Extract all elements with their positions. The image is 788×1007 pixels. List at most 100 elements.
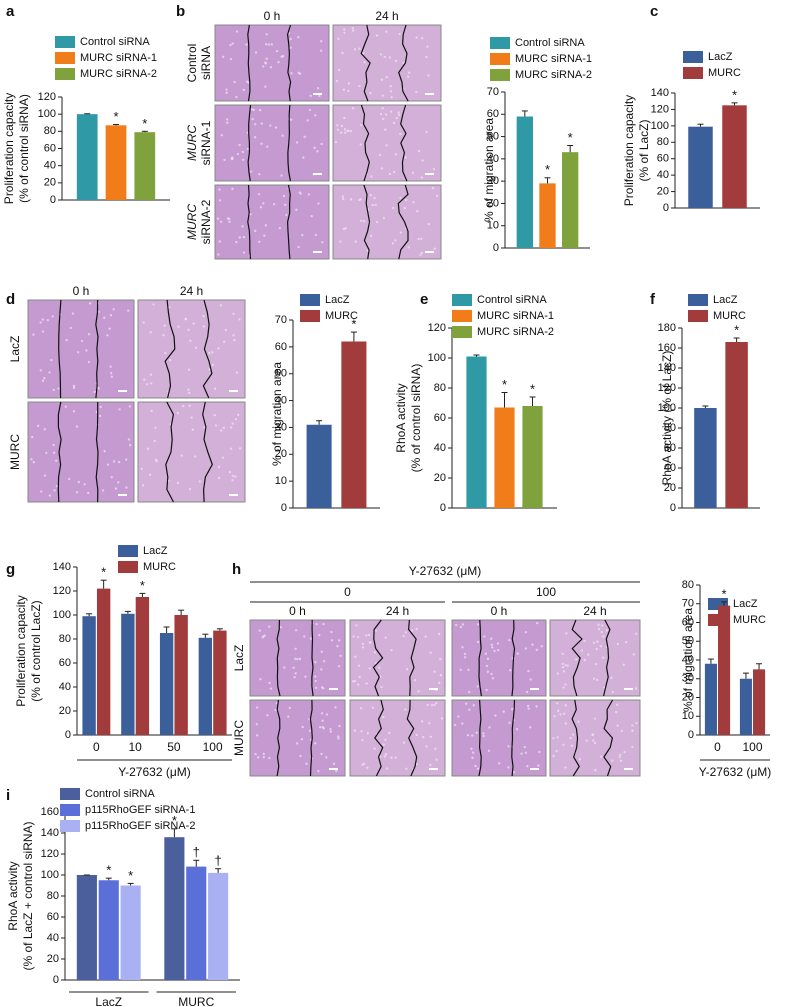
cell (238, 318, 241, 321)
cell (484, 652, 488, 655)
panel-letter: a (6, 3, 15, 20)
cell (375, 220, 379, 224)
cell (40, 490, 43, 493)
cell (225, 91, 228, 95)
cell (381, 94, 384, 97)
cell (55, 459, 58, 462)
cell (320, 650, 323, 653)
cell (140, 467, 143, 471)
cell (564, 704, 567, 707)
cell (99, 405, 102, 409)
cell (591, 733, 594, 737)
y-tick-label: 30 (682, 673, 694, 685)
cell (216, 217, 220, 220)
cell (476, 685, 479, 688)
cell (237, 413, 240, 417)
cell (464, 702, 468, 705)
cell (374, 203, 377, 207)
cell (379, 675, 382, 678)
cell (510, 708, 514, 711)
y-tick-label: 60 (47, 911, 59, 923)
cell (435, 758, 438, 761)
cell (535, 621, 539, 625)
cell (223, 158, 226, 162)
legend-swatch (55, 52, 75, 64)
bar (96, 588, 111, 735)
cell (361, 738, 364, 742)
y-axis-label: (% of LacZ) (637, 119, 651, 181)
scale-bar (429, 768, 438, 770)
cell (233, 80, 236, 84)
cell (242, 88, 245, 92)
cell (389, 84, 392, 88)
cell (343, 116, 346, 120)
bar (694, 408, 717, 508)
cell (374, 629, 378, 632)
cell (585, 739, 588, 742)
cell (292, 666, 295, 669)
cell (632, 653, 635, 656)
cell (235, 371, 239, 374)
x-tick-label: 100 (742, 740, 762, 754)
cell (359, 198, 362, 201)
cell (314, 679, 317, 683)
y-axis-label: RhoA activity (394, 383, 408, 452)
cell (53, 489, 56, 492)
cell (347, 89, 350, 93)
wound-edge (571, 619, 583, 697)
scale-bar (624, 688, 633, 690)
cell (381, 107, 384, 110)
cell (402, 634, 405, 638)
legend-swatch (60, 820, 80, 832)
cell (109, 314, 113, 317)
cell (303, 135, 306, 139)
cell (217, 476, 221, 480)
cell (599, 755, 603, 758)
cell (217, 253, 220, 256)
legend-label: LacZ (733, 598, 758, 610)
panel-letter: b (176, 3, 185, 20)
cell (352, 29, 355, 32)
cell (87, 333, 91, 336)
wound-edge (247, 104, 252, 182)
legend-label: MURC (143, 561, 176, 573)
bar (105, 125, 127, 200)
cell (98, 414, 102, 418)
legend-label: MURC (733, 614, 766, 626)
bar (516, 116, 533, 248)
cell (461, 646, 464, 649)
cell (583, 658, 586, 662)
cell (263, 234, 266, 237)
cell (433, 703, 436, 707)
cell (428, 722, 431, 725)
cell (631, 729, 634, 732)
cell (168, 306, 171, 309)
cell (594, 662, 598, 666)
y-tick-label: 100 (658, 402, 676, 414)
cell (321, 241, 324, 244)
cell (43, 376, 46, 380)
cell (524, 647, 528, 650)
wound-edge (276, 699, 281, 777)
cell (229, 43, 232, 47)
cell (593, 741, 597, 745)
bar (134, 132, 156, 200)
legend-label: p115RhoGEF siRNA-2 (85, 820, 195, 832)
panel-letter: f (650, 291, 656, 308)
cell (529, 678, 532, 681)
cell (556, 736, 559, 739)
cell (337, 639, 341, 642)
cell (553, 715, 556, 718)
cell (508, 721, 511, 724)
cell (593, 717, 597, 720)
cell (316, 150, 319, 153)
panel-letter: h (232, 561, 241, 578)
cell (564, 683, 567, 686)
wound-edge (571, 699, 580, 777)
cell (297, 245, 300, 249)
cell (255, 722, 259, 726)
cell (262, 752, 265, 756)
cell (41, 379, 45, 382)
column-label: 0 h (73, 284, 90, 298)
cell (476, 767, 480, 770)
